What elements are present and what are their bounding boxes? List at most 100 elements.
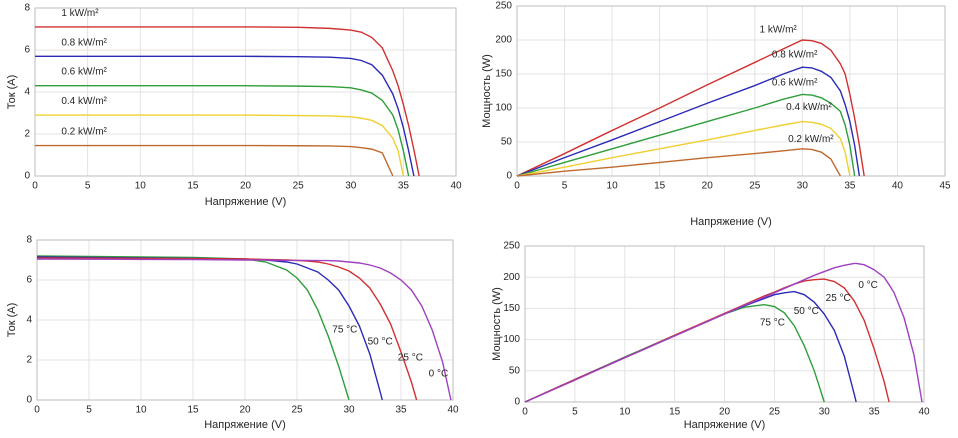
x-axis-label: Напряжение (V) — [204, 419, 286, 431]
plot-area — [517, 6, 945, 176]
series-label: 50 °C — [368, 337, 393, 348]
series-line — [516, 120, 851, 177]
series-label: 0.6 kW/m² — [772, 77, 818, 88]
x-tick-label: 25 — [291, 405, 303, 416]
x-tick-label: 30 — [345, 181, 357, 192]
x-tick-label: 0 — [32, 181, 38, 192]
series-label: 0 °C — [858, 280, 878, 291]
y-tick-label: 150 — [495, 69, 512, 80]
x-tick-label: 15 — [654, 181, 666, 192]
series-label: 25 °C — [398, 353, 423, 364]
x-tick-label: 0 — [514, 181, 520, 192]
series-line — [36, 258, 452, 401]
x-tick-label: 10 — [135, 405, 147, 416]
x-tick-label: 15 — [187, 181, 199, 192]
series-line — [524, 262, 923, 403]
series-label: 0.4 kW/m² — [786, 102, 832, 113]
x-tick-label: 25 — [749, 181, 761, 192]
y-tick-label: 50 — [509, 365, 521, 376]
series-line — [35, 144, 394, 177]
y-tick-label: 200 — [495, 35, 512, 46]
series-label: 0.8 kW/m² — [772, 50, 818, 61]
x-tick-label: 25 — [293, 181, 305, 192]
series-label: 0.6 kW/m² — [61, 67, 107, 78]
x-tick-label: 40 — [450, 181, 462, 192]
x-tick-label: 35 — [398, 181, 410, 192]
x-tick-label: 35 — [869, 407, 881, 418]
y-axis-label: Мощность (W) — [491, 287, 503, 361]
y-tick-label: 0 — [26, 395, 32, 406]
series-label: 0.2 kW/m² — [788, 134, 834, 145]
x-tick-label: 15 — [669, 407, 681, 418]
x-tick-label: 35 — [395, 405, 407, 416]
x-tick-label: 10 — [607, 181, 619, 192]
series-label: 0.4 kW/m² — [61, 96, 107, 107]
x-axis-label: Напряжение (V) — [684, 419, 766, 431]
x-tick-label: 25 — [769, 407, 781, 418]
series-line — [516, 66, 861, 177]
series-label: 50 °C — [794, 306, 819, 317]
y-tick-label: 8 — [26, 235, 32, 246]
x-tick-label: 35 — [844, 181, 856, 192]
series-line — [516, 39, 865, 177]
series-line — [516, 93, 856, 177]
series-line — [35, 26, 420, 177]
panel: 0 5 10 15 20 25 30 35 40 0 2 4 6 8 Напряжение (V) Ток (… — [6, 235, 459, 431]
y-axis-label: Мощность (W) — [481, 54, 493, 128]
y-tick-label: 6 — [26, 275, 32, 286]
series-line — [36, 257, 418, 401]
panel: 0 5 10 15 20 25 30 35 40 0 50 100 150 200 250 Напряжени… — [491, 241, 930, 431]
x-tick-label: 40 — [447, 405, 459, 416]
x-axis-label: Напряжение (V) — [205, 196, 287, 208]
x-tick-label: 30 — [343, 405, 355, 416]
x-tick-label: 5 — [562, 181, 568, 192]
x-tick-label: 0 — [522, 407, 528, 418]
x-tick-label: 10 — [619, 407, 631, 418]
series-label: 1 kW/m² — [760, 24, 798, 35]
x-tick-label: 40 — [918, 407, 930, 418]
x-tick-label: 30 — [819, 407, 831, 418]
x-tick-label: 10 — [135, 181, 147, 192]
series-label: 75 °C — [332, 325, 357, 336]
x-tick-label: 45 — [939, 181, 951, 192]
x-tick-label: 5 — [86, 405, 92, 416]
plot-frame — [36, 239, 454, 401]
y-tick-label: 4 — [24, 87, 30, 98]
series-label: 0 °C — [429, 369, 449, 380]
series-line — [516, 148, 841, 177]
series-line — [36, 255, 350, 401]
x-tick-label: 30 — [797, 181, 809, 192]
series-line — [35, 55, 415, 177]
y-tick-label: 4 — [26, 315, 32, 326]
y-tick-label: 0 — [24, 171, 30, 182]
y-axis-label: Ток (A) — [6, 303, 18, 338]
y-tick-label: 8 — [24, 3, 30, 14]
plot-frame — [34, 7, 457, 177]
y-axis-label: Ток (A) — [6, 75, 18, 110]
x-tick-label: 20 — [239, 405, 251, 416]
x-tick-label: 20 — [702, 181, 714, 192]
y-tick-label: 50 — [501, 137, 513, 148]
y-tick-label: 6 — [24, 45, 30, 56]
plot-frame — [516, 5, 946, 177]
y-tick-label: 100 — [503, 334, 520, 345]
x-tick-label: 5 — [85, 181, 91, 192]
x-tick-label: 20 — [240, 181, 252, 192]
series-label: 25 °C — [826, 293, 851, 304]
x-tick-label: 0 — [34, 405, 40, 416]
x-tick-label: 15 — [187, 405, 199, 416]
panel: 0 5 10 15 20 25 30 35 40 0 2 4 6 8 Напряжение (V) Ток (… — [6, 3, 462, 208]
x-axis-label: Напряжение (V) — [690, 216, 772, 228]
y-tick-label: 150 — [503, 303, 520, 314]
y-tick-label: 2 — [24, 129, 30, 140]
x-tick-label: 40 — [892, 181, 904, 192]
y-tick-label: 250 — [503, 241, 520, 252]
series-line — [35, 85, 410, 177]
y-tick-label: 0 — [514, 397, 520, 408]
series-label: 0.8 kW/m² — [61, 37, 107, 48]
series-label: 75 °C — [760, 317, 785, 328]
series-label: 1 kW/m² — [61, 8, 99, 19]
y-tick-label: 200 — [503, 272, 520, 283]
y-tick-label: 250 — [495, 1, 512, 12]
